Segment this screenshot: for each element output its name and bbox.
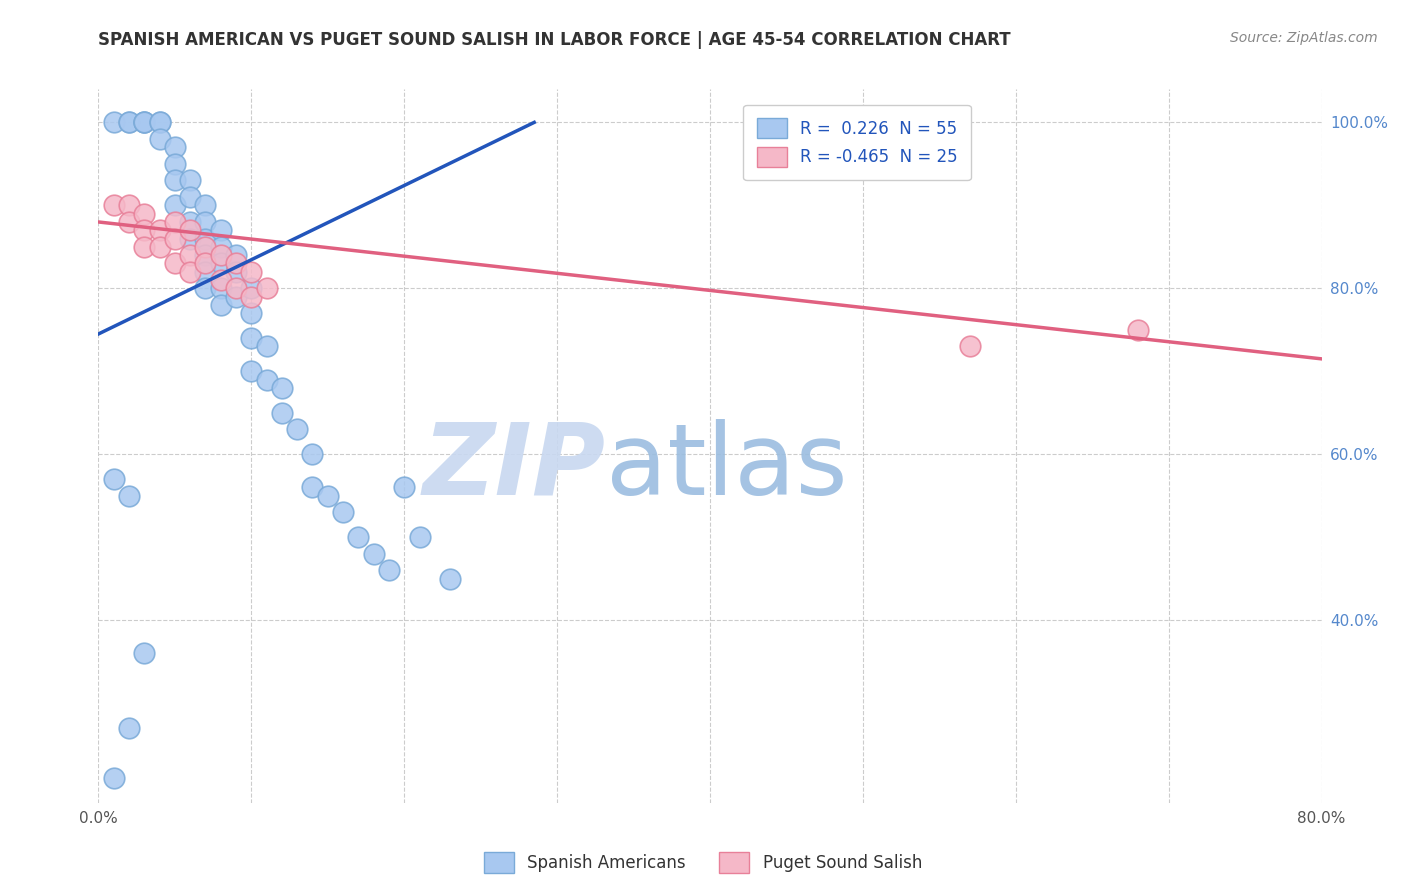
Point: [179, 173, 201, 187]
Point: [256, 281, 278, 295]
Point: [134, 115, 156, 129]
Point: [163, 140, 186, 154]
Text: atlas: atlas: [606, 419, 848, 516]
Point: [194, 240, 217, 254]
Point: [194, 248, 217, 262]
Point: [163, 157, 186, 171]
Point: [118, 215, 141, 229]
Point: [163, 231, 186, 245]
Point: [209, 223, 232, 237]
Point: [134, 223, 156, 237]
Point: [209, 248, 232, 262]
Point: [194, 198, 217, 212]
Point: [378, 564, 401, 578]
Point: [179, 248, 201, 262]
Point: [134, 647, 156, 661]
Point: [285, 422, 308, 436]
Text: SPANISH AMERICAN VS PUGET SOUND SALISH IN LABOR FORCE | AGE 45-54 CORRELATION CH: SPANISH AMERICAN VS PUGET SOUND SALISH I…: [98, 31, 1011, 49]
Point: [240, 265, 263, 279]
Point: [194, 265, 217, 279]
Legend: Spanish Americans, Puget Sound Salish: Spanish Americans, Puget Sound Salish: [477, 846, 929, 880]
Point: [118, 115, 141, 129]
Point: [225, 290, 247, 304]
Point: [270, 406, 292, 420]
Point: [134, 115, 156, 129]
Point: [179, 190, 201, 204]
Point: [179, 265, 201, 279]
Point: [179, 223, 201, 237]
Point: [240, 290, 263, 304]
Point: [134, 115, 156, 129]
Point: [1128, 323, 1150, 337]
Point: [179, 231, 201, 245]
Point: [103, 472, 125, 486]
Point: [270, 381, 292, 395]
Point: [103, 198, 125, 212]
Point: [103, 771, 125, 785]
Point: [149, 223, 172, 237]
Point: [149, 132, 172, 146]
Point: [240, 331, 263, 345]
Point: [149, 240, 172, 254]
Point: [118, 198, 141, 212]
Point: [163, 215, 186, 229]
Point: [134, 240, 156, 254]
Point: [392, 481, 416, 495]
Point: [332, 505, 354, 519]
Point: [439, 572, 461, 586]
Point: [179, 215, 201, 229]
Point: [118, 489, 141, 503]
Point: [163, 256, 186, 270]
Point: [240, 364, 263, 378]
Text: ZIP: ZIP: [423, 419, 606, 516]
Point: [118, 721, 141, 735]
Point: [103, 115, 125, 129]
Point: [209, 240, 232, 254]
Point: [225, 281, 247, 295]
Point: [256, 373, 278, 387]
Point: [347, 530, 370, 544]
Point: [134, 207, 156, 221]
Point: [225, 248, 247, 262]
Point: [959, 339, 981, 353]
Point: [118, 115, 141, 129]
Point: [163, 173, 186, 187]
Point: [363, 547, 385, 561]
Point: [240, 306, 263, 320]
Point: [240, 281, 263, 295]
Point: [209, 298, 232, 312]
Point: [194, 215, 217, 229]
Point: [149, 115, 172, 129]
Point: [163, 198, 186, 212]
Legend: R =  0.226  N = 55, R = -0.465  N = 25: R = 0.226 N = 55, R = -0.465 N = 25: [744, 104, 970, 180]
Point: [209, 281, 232, 295]
Point: [194, 231, 217, 245]
Point: [194, 281, 217, 295]
Text: Source: ZipAtlas.com: Source: ZipAtlas.com: [1230, 31, 1378, 45]
Point: [149, 115, 172, 129]
Point: [209, 273, 232, 287]
Point: [408, 530, 430, 544]
Point: [209, 256, 232, 270]
Point: [316, 489, 339, 503]
Point: [256, 339, 278, 353]
Point: [301, 447, 323, 461]
Point: [225, 256, 247, 270]
Point: [225, 265, 247, 279]
Point: [301, 481, 323, 495]
Point: [194, 256, 217, 270]
